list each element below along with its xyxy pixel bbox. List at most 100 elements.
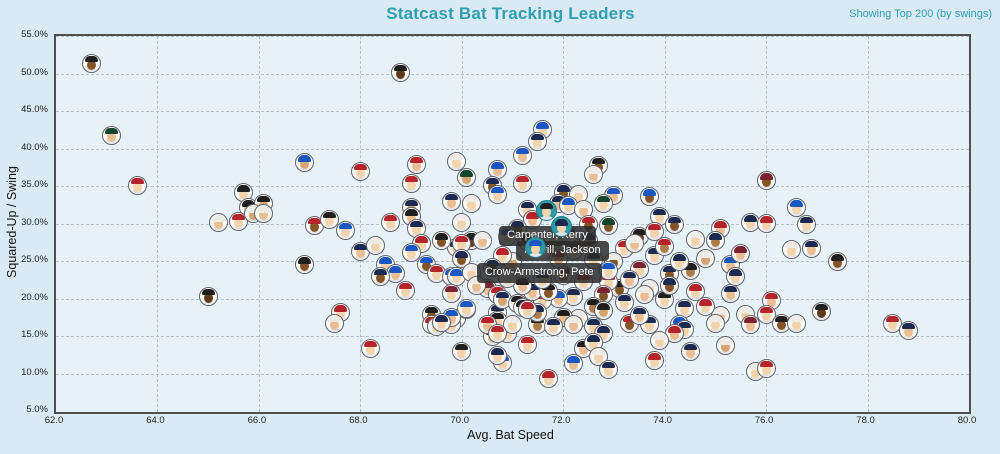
player-point[interactable] (401, 173, 421, 193)
player-point[interactable] (584, 165, 604, 185)
player-point[interactable] (503, 314, 522, 334)
player-point[interactable] (634, 284, 654, 304)
player-point[interactable] (756, 304, 776, 324)
player-point[interactable] (670, 252, 690, 272)
player-point[interactable] (802, 238, 822, 258)
player-point[interactable] (726, 267, 746, 287)
player-point[interactable] (685, 229, 705, 249)
player-point[interactable] (431, 231, 451, 251)
player-point[interactable] (295, 153, 315, 173)
player-point[interactable] (594, 193, 614, 213)
player-point[interactable] (360, 338, 380, 358)
player-point[interactable] (731, 244, 751, 263)
player-point[interactable] (563, 354, 583, 374)
player-point[interactable] (406, 154, 426, 174)
player-point[interactable] (787, 198, 807, 218)
player-point[interactable] (528, 131, 548, 151)
player-point[interactable] (102, 125, 122, 145)
player-point[interactable] (756, 171, 776, 191)
player-point[interactable] (650, 206, 670, 226)
player-point[interactable] (645, 351, 665, 371)
player-point[interactable] (391, 62, 411, 82)
player-point[interactable] (563, 314, 583, 334)
player-point[interactable] (898, 320, 918, 340)
player-point[interactable] (741, 314, 761, 334)
player-point[interactable] (487, 346, 507, 365)
player-point[interactable] (254, 204, 274, 224)
player-point[interactable] (639, 187, 659, 206)
highlighted-player-point[interactable] (535, 199, 557, 221)
highlighted-player-point[interactable] (550, 216, 572, 238)
player-point[interactable] (477, 314, 497, 334)
player-point[interactable] (350, 161, 370, 181)
player-point[interactable] (452, 341, 472, 361)
player-point[interactable] (325, 313, 345, 333)
player-point[interactable] (685, 282, 705, 302)
player-point[interactable] (827, 252, 847, 272)
player-point[interactable] (426, 263, 446, 283)
player-point[interactable] (543, 316, 563, 336)
player-point[interactable] (787, 313, 807, 333)
player-point[interactable] (381, 212, 401, 232)
player-point[interactable] (295, 255, 315, 275)
player-point[interactable] (660, 276, 680, 296)
player-point[interactable] (705, 313, 725, 333)
player-point[interactable] (812, 301, 832, 321)
player-point[interactable] (705, 231, 725, 251)
player-point[interactable] (665, 324, 685, 344)
player-point[interactable] (452, 212, 472, 232)
player-point[interactable] (599, 216, 619, 236)
player-point[interactable] (447, 151, 467, 171)
highlighted-player-point[interactable] (525, 236, 547, 258)
player-point[interactable] (645, 221, 665, 241)
player-point[interactable] (229, 211, 249, 231)
player-point[interactable] (695, 249, 715, 269)
player-point[interactable] (756, 358, 776, 378)
player-point[interactable] (680, 341, 700, 361)
player-point[interactable] (442, 283, 462, 303)
player-point[interactable] (771, 313, 791, 333)
player-point[interactable] (457, 298, 477, 318)
player-point[interactable] (675, 298, 695, 318)
player-point[interactable] (350, 241, 370, 261)
player-point[interactable] (198, 286, 218, 306)
player-point[interactable] (472, 230, 492, 250)
player-point[interactable] (883, 313, 903, 333)
player-point[interactable] (721, 283, 741, 303)
player-point[interactable] (563, 286, 583, 306)
player-point[interactable] (518, 334, 538, 354)
player-point[interactable] (695, 297, 715, 317)
player-point[interactable] (599, 260, 619, 280)
player-point[interactable] (457, 168, 477, 188)
player-point[interactable] (594, 301, 614, 320)
player-point[interactable] (629, 305, 649, 325)
player-point[interactable] (624, 234, 644, 254)
player-point[interactable] (320, 209, 340, 229)
player-point[interactable] (371, 266, 391, 286)
player-point[interactable] (305, 215, 325, 235)
player-point[interactable] (431, 313, 451, 332)
player-point[interactable] (513, 145, 533, 165)
player-point[interactable] (82, 53, 101, 73)
player-point[interactable] (513, 173, 533, 193)
player-point[interactable] (538, 369, 558, 389)
player-point[interactable] (797, 214, 817, 234)
player-point[interactable] (208, 213, 228, 233)
player-point[interactable] (518, 300, 538, 320)
player-point[interactable] (396, 280, 416, 300)
player-point[interactable] (781, 239, 801, 259)
player-point[interactable] (487, 323, 507, 343)
player-point[interactable] (487, 184, 507, 204)
player-point[interactable] (366, 235, 386, 255)
player-point[interactable] (614, 292, 634, 312)
player-point[interactable] (401, 242, 421, 262)
player-point[interactable] (127, 175, 147, 195)
player-point[interactable] (756, 214, 776, 233)
player-point[interactable] (650, 331, 670, 350)
player-point[interactable] (665, 214, 685, 234)
player-point[interactable] (619, 269, 639, 289)
player-point[interactable] (716, 336, 736, 356)
player-point[interactable] (655, 236, 675, 256)
player-point[interactable] (335, 220, 355, 240)
player-point[interactable] (462, 193, 482, 213)
